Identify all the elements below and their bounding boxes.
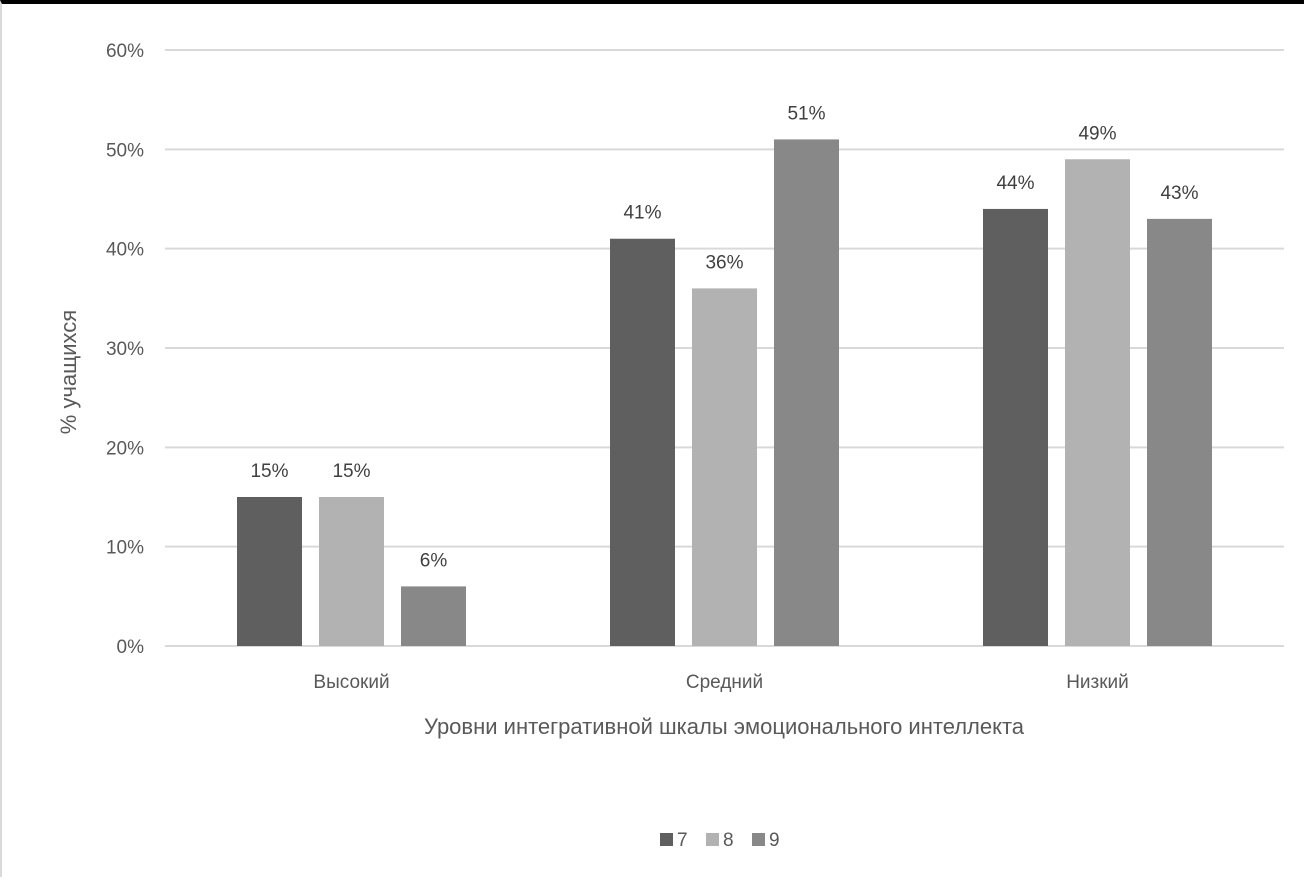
y-tick-label: 20% bbox=[106, 438, 144, 459]
legend-swatch-9 bbox=[752, 833, 765, 846]
legend-label: 8 bbox=[723, 830, 734, 851]
y-tick-label: 30% bbox=[106, 339, 144, 360]
bar-Средний-8 bbox=[692, 288, 757, 646]
y-tick-label: 40% bbox=[106, 240, 144, 261]
data-label: 41% bbox=[623, 203, 661, 224]
data-label: 49% bbox=[1078, 123, 1116, 144]
bar-Высокий-8 bbox=[319, 497, 384, 646]
data-label: 51% bbox=[787, 103, 825, 124]
legend-label: 9 bbox=[769, 830, 780, 851]
bars bbox=[237, 139, 1212, 646]
y-tick-label: 50% bbox=[106, 140, 144, 161]
bar-chart: 0% 10% 20% 30% 40% 50% 60% 15% 15% 6% 41% 36% 51% 44… bbox=[56, 41, 1284, 851]
legend-swatch-8 bbox=[706, 833, 719, 846]
y-tick-label: 0% bbox=[117, 637, 145, 658]
bar-Низкий-7 bbox=[983, 208, 1048, 646]
data-labels: 15% 15% 6% 41% 36% 51% 44% 49% 43% bbox=[250, 103, 1198, 571]
bar-Высокий-9 bbox=[401, 586, 466, 646]
data-label: 15% bbox=[250, 461, 288, 482]
x-category-label: Низкий bbox=[1066, 672, 1129, 693]
bar-Высокий-7 bbox=[237, 497, 302, 646]
y-tick-label: 60% bbox=[106, 41, 144, 62]
bar-Средний-7 bbox=[610, 238, 675, 646]
x-axis-categories: Высокий Средний Низкий bbox=[313, 672, 1128, 693]
legend-swatch-7 bbox=[660, 833, 673, 846]
x-axis-title: Уровни интегративной шкалы эмоциональног… bbox=[424, 714, 1025, 739]
data-label: 6% bbox=[420, 550, 448, 571]
data-label: 15% bbox=[332, 461, 370, 482]
y-axis-title: % учащихся bbox=[56, 310, 81, 434]
legend: 7 8 9 bbox=[660, 830, 780, 851]
y-tick-label: 10% bbox=[106, 538, 144, 559]
legend-label: 7 bbox=[677, 830, 688, 851]
data-label: 43% bbox=[1160, 183, 1198, 204]
y-axis-ticks: 0% 10% 20% 30% 40% 50% 60% bbox=[106, 41, 144, 658]
x-category-label: Средний bbox=[686, 672, 763, 693]
data-label: 44% bbox=[996, 173, 1034, 194]
bar-Средний-9 bbox=[774, 139, 839, 646]
x-category-label: Высокий bbox=[313, 672, 389, 693]
data-label: 36% bbox=[705, 252, 743, 273]
bar-Низкий-9 bbox=[1147, 218, 1212, 646]
bar-Низкий-8 bbox=[1065, 159, 1130, 646]
